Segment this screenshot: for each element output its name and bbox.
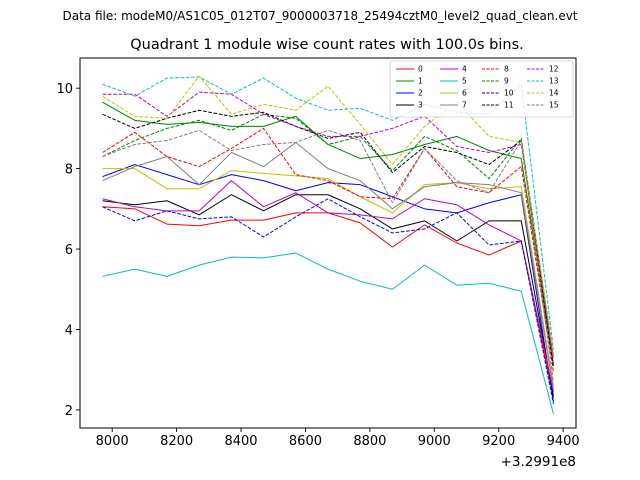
legend-label-0: 0 [418,65,423,74]
legend-label-2: 2 [418,89,423,98]
series-line-11 [102,109,554,368]
legend-label-12: 12 [549,65,559,74]
legend-label-5: 5 [462,77,467,86]
series-line-7 [102,141,554,390]
series-line-1 [102,101,554,366]
axes-frame [79,57,577,429]
x-offset-label: +3.2991e8 [501,454,576,470]
legend-label-7: 7 [462,101,467,110]
legend-frame [389,60,574,118]
series-layer [102,75,554,415]
series-line-6 [102,168,554,386]
legend-label-8: 8 [504,65,509,74]
legend-label-14: 14 [549,89,559,98]
legend-label-4: 4 [462,65,467,74]
legend-label-3: 3 [418,101,423,110]
series-line-12 [102,91,554,362]
legend-label-15: 15 [549,101,559,110]
x-tick-label: 8800 [353,434,386,449]
legend-label-9: 9 [504,77,509,86]
series-line-2 [102,164,554,402]
series-line-4 [102,180,554,392]
series-line-8 [102,127,554,372]
series-line-9 [102,113,554,358]
plot-area: 8000 8200 8400 8600 8800 9000 9200 9400 246810 … [56,57,580,470]
series-line-14 [102,75,554,354]
x-tick-label: 9000 [418,434,451,449]
legend-label-13: 13 [549,77,559,86]
y-tick-label: 8 [65,163,73,178]
x-tick-label: 8200 [160,434,193,449]
legend-label-10: 10 [504,89,514,98]
series-line-15 [102,129,554,382]
series-line-0 [102,206,554,398]
legend-label-6: 6 [462,89,467,98]
x-tick-label: 9200 [482,434,515,449]
legend-label-1: 1 [418,77,423,86]
chart-title: Quadrant 1 module wise count rates with … [130,37,524,53]
x-tick-label: 8400 [224,434,257,449]
x-tick-label: 9400 [547,434,580,449]
y-tick-label: 2 [65,404,73,419]
y-tick-label: 4 [65,323,73,338]
series-line-10 [102,198,554,404]
y-tick-label: 10 [56,82,73,97]
x-ticks: 8000 8200 8400 8600 8800 9000 9200 9400 [96,428,580,449]
legend-label-11: 11 [504,101,514,110]
y-tick-label: 6 [65,243,73,258]
series-line-5 [102,252,554,415]
series-line-3 [102,194,554,396]
x-tick-label: 8600 [289,434,322,449]
y-ticks: 2 4 6 8 10 [56,82,80,419]
data-file-label: Data file: modeM0/AS1C05_012T07_90000037… [62,9,577,23]
x-tick-label: 8000 [96,434,129,449]
